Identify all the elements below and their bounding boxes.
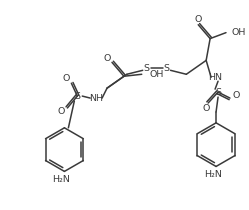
Text: O: O [58, 108, 65, 116]
Text: HN: HN [208, 73, 222, 82]
Text: NH: NH [89, 94, 103, 102]
Text: S: S [215, 88, 221, 97]
Text: OH: OH [232, 28, 246, 37]
Text: H₂N: H₂N [53, 175, 70, 184]
Text: H₂N: H₂N [204, 170, 222, 179]
Text: S: S [74, 92, 80, 101]
Text: O: O [232, 91, 240, 100]
Text: S: S [164, 64, 170, 73]
Text: O: O [103, 54, 111, 63]
Text: OH: OH [150, 70, 164, 79]
Text: O: O [202, 104, 210, 113]
Text: O: O [194, 15, 202, 24]
Text: S: S [144, 64, 150, 73]
Text: O: O [63, 74, 70, 83]
